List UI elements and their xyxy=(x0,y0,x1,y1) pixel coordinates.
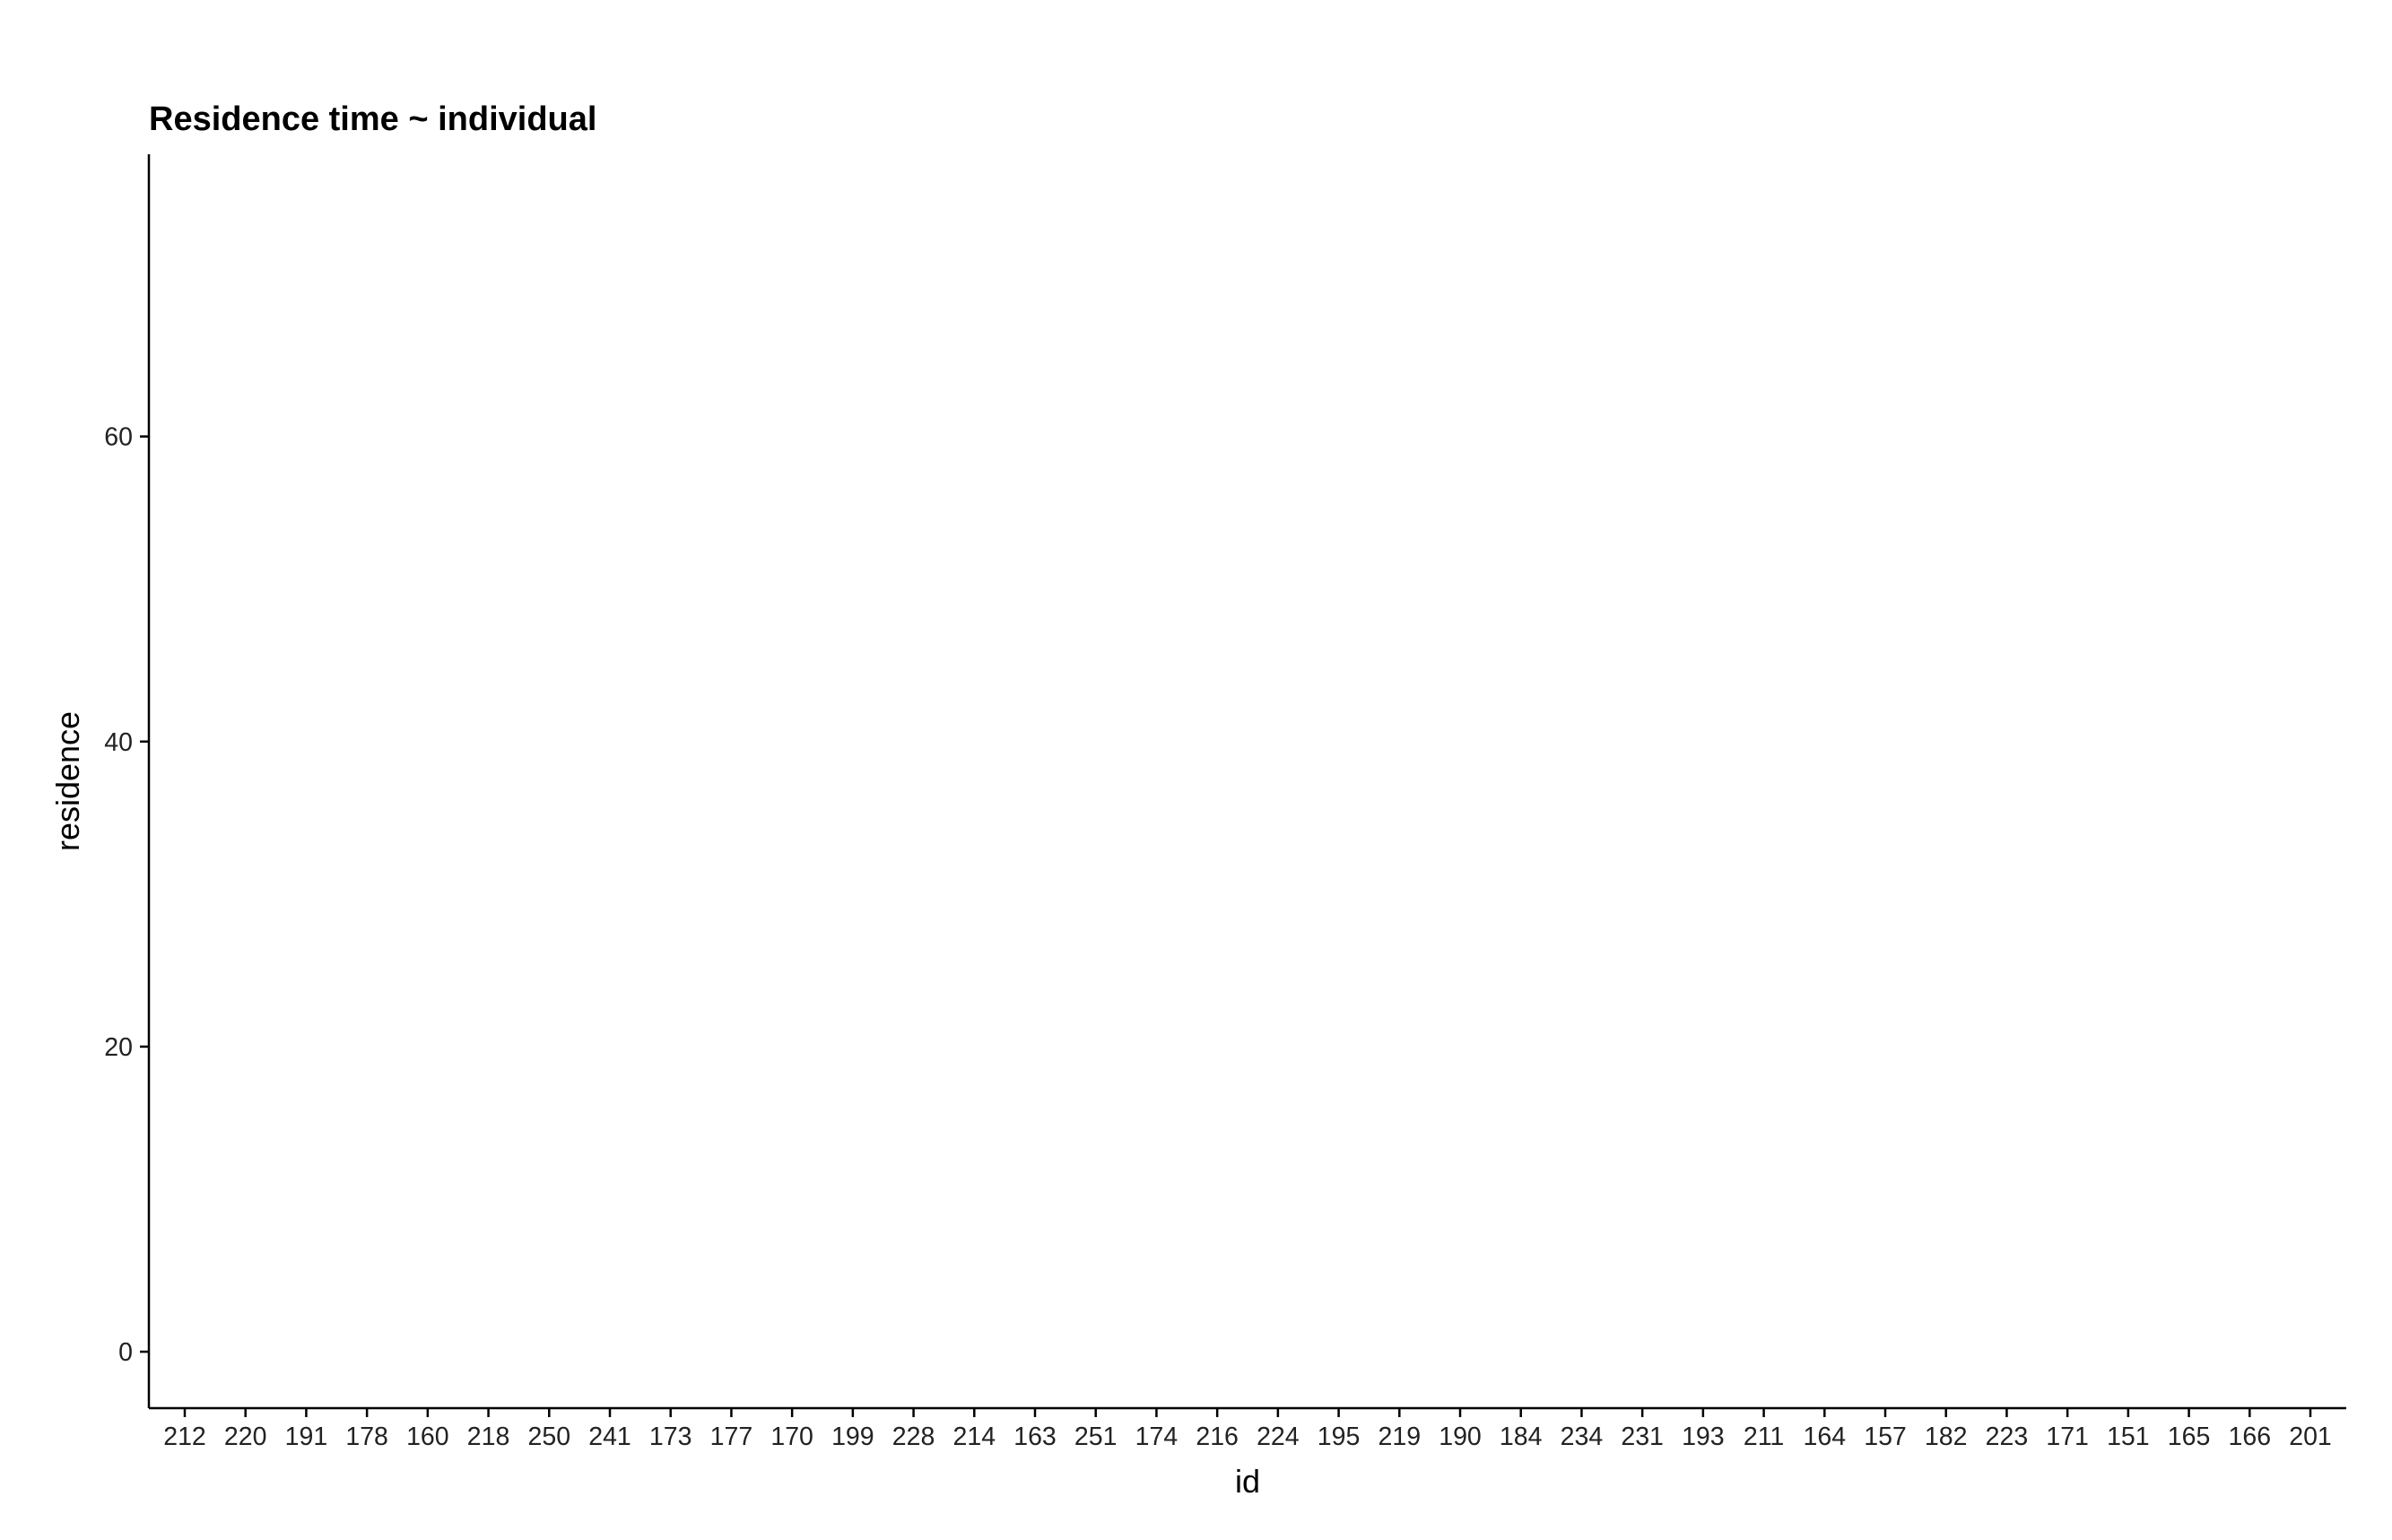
x-tick-label: 234 xyxy=(1561,1423,1604,1451)
x-tick-label: 224 xyxy=(1257,1423,1300,1451)
x-tick-label: 228 xyxy=(892,1423,935,1451)
x-tick-label: 193 xyxy=(1682,1423,1725,1451)
y-axis-title: residence xyxy=(49,711,86,851)
x-tick-label: 165 xyxy=(2168,1423,2211,1451)
x-tick-label: 201 xyxy=(2289,1423,2332,1451)
x-tick-label: 195 xyxy=(1318,1423,1361,1451)
x-tick-label: 174 xyxy=(1135,1423,1179,1451)
x-tick-label: 250 xyxy=(528,1423,571,1451)
x-tick-label: 177 xyxy=(710,1423,753,1451)
x-tick-label: 164 xyxy=(1804,1423,1847,1451)
x-tick-label: 220 xyxy=(224,1423,267,1451)
y-tick-label: 20 xyxy=(104,1033,133,1062)
x-tick-label: 214 xyxy=(953,1423,996,1451)
y-axis-ticks: 0 20 40 60 xyxy=(104,423,149,1367)
x-tick-label: 199 xyxy=(831,1423,874,1451)
x-tick-label: 191 xyxy=(285,1423,328,1451)
x-tick-label: 241 xyxy=(588,1423,631,1451)
chart-title: Residence time ~ individual xyxy=(149,100,596,138)
x-tick-label: 178 xyxy=(345,1423,388,1451)
x-tick-label: 163 xyxy=(1013,1423,1057,1451)
x-tick-label: 219 xyxy=(1379,1423,1422,1451)
y-tick-label: 0 xyxy=(118,1338,133,1367)
x-tick-label: 223 xyxy=(1986,1423,2029,1451)
x-tick-label: 216 xyxy=(1196,1423,1239,1451)
x-tick-label: 173 xyxy=(649,1423,692,1451)
x-tick-label: 157 xyxy=(1864,1423,1907,1451)
y-tick-label: 40 xyxy=(104,728,133,757)
x-tick-label: 171 xyxy=(2046,1423,2089,1451)
x-tick-label: 184 xyxy=(1500,1423,1543,1451)
x-tick-label: 170 xyxy=(770,1423,813,1451)
x-tick-label: 211 xyxy=(1744,1423,1784,1451)
x-tick-label: 160 xyxy=(406,1423,449,1451)
x-tick-label: 190 xyxy=(1439,1423,1482,1451)
x-tick-label: 182 xyxy=(1925,1423,1968,1451)
x-tick-label: 218 xyxy=(467,1423,510,1451)
x-axis-title: id xyxy=(1235,1463,1260,1500)
x-tick-label: 166 xyxy=(2229,1423,2272,1451)
y-tick-label: 60 xyxy=(104,423,133,452)
x-axis-ticks: 212 220 191 178 160 218 250 241 173 177 170 199 228 2… xyxy=(163,1408,2332,1451)
x-tick-label: 212 xyxy=(163,1423,206,1451)
x-tick-label: 231 xyxy=(1621,1423,1664,1451)
x-tick-label: 251 xyxy=(1074,1423,1118,1451)
x-tick-label: 151 xyxy=(2107,1423,2150,1451)
